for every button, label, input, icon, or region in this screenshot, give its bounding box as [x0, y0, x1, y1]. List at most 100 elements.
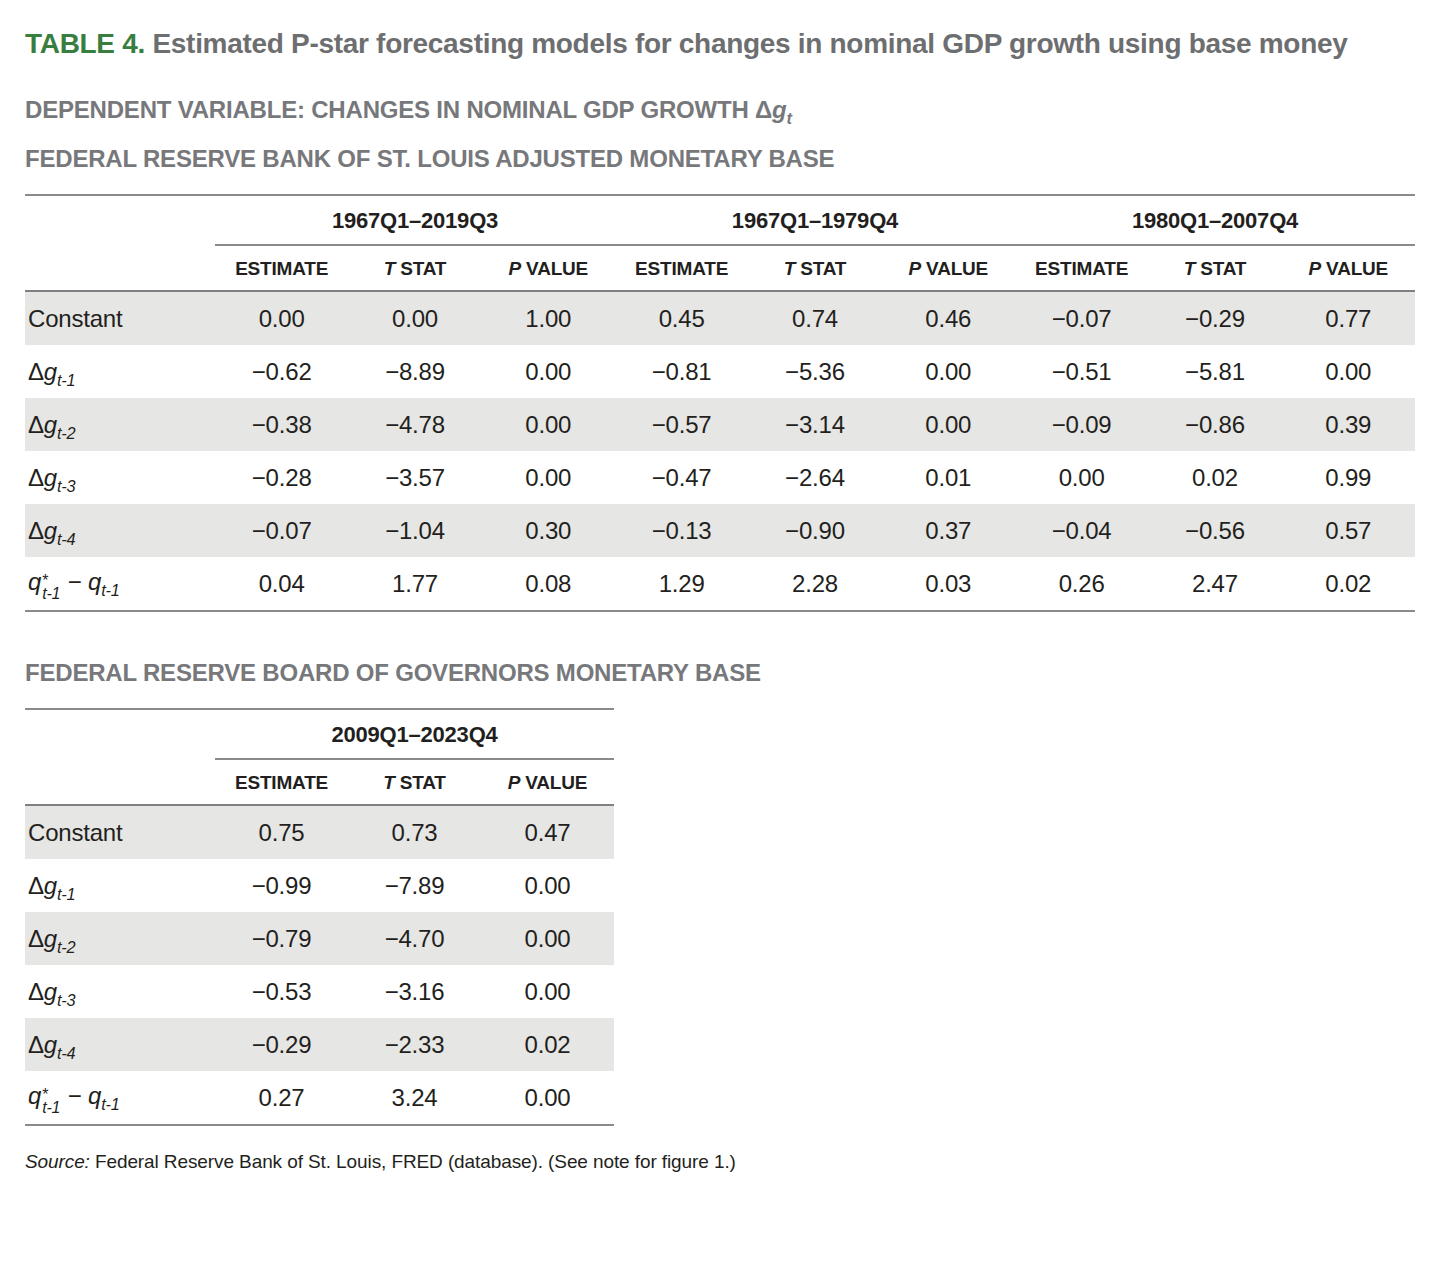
value-cell: 0.57: [1282, 504, 1415, 557]
column-header: T STAT: [348, 759, 481, 805]
period-label: 1967Q1–2019Q3: [215, 195, 615, 245]
value-cell: −0.04: [1015, 504, 1148, 557]
value-cell: −3.14: [748, 398, 881, 451]
value-cell: 0.00: [348, 291, 481, 345]
dependent-variable-text: DEPENDENT VARIABLE: CHANGES IN NOMINAL G…: [25, 96, 755, 123]
value-cell: 0.00: [882, 345, 1015, 398]
value-cell: −0.57: [615, 398, 748, 451]
value-cell: −8.89: [348, 345, 481, 398]
table-row: Δgt-3−0.28−3.570.00−0.47−2.640.010.000.0…: [25, 451, 1415, 504]
column-header: P VALUE: [482, 245, 615, 291]
value-cell: 0.99: [1282, 451, 1415, 504]
value-cell: 0.00: [1015, 451, 1148, 504]
value-cell: −0.29: [215, 1018, 348, 1071]
value-cell: 0.00: [882, 398, 1015, 451]
delta-g-subscript-t: Δgt: [755, 96, 792, 123]
value-cell: 2.28: [748, 557, 881, 611]
value-cell: 0.00: [1282, 345, 1415, 398]
row-label: Constant: [25, 291, 215, 345]
value-cell: 0.02: [1148, 451, 1281, 504]
value-cell: 0.46: [882, 291, 1015, 345]
document-page: TABLE 4. Estimated P-star forecasting mo…: [0, 0, 1440, 1174]
row-label: Δgt-3: [25, 451, 215, 504]
table-row: Δgt-4−0.29−2.330.02: [25, 1018, 614, 1071]
period-label: 1980Q1–2007Q4: [1015, 195, 1415, 245]
table-row: Δgt-2−0.38−4.780.00−0.57−3.140.00−0.09−0…: [25, 398, 1415, 451]
table-title-text: Estimated P-star forecasting models for …: [152, 28, 1347, 59]
value-cell: 0.45: [615, 291, 748, 345]
value-cell: −0.62: [215, 345, 348, 398]
value-cell: −0.13: [615, 504, 748, 557]
stlouis-base-heading: FEDERAL RESERVE BANK OF ST. LOUIS ADJUST…: [25, 145, 1415, 173]
value-cell: 0.00: [481, 1071, 614, 1125]
column-header: ESTIMATE: [615, 245, 748, 291]
table-number-label: TABLE 4.: [25, 28, 145, 59]
value-cell: 0.75: [215, 805, 348, 859]
value-cell: 1.00: [482, 291, 615, 345]
value-cell: 0.00: [482, 345, 615, 398]
value-cell: −4.78: [348, 398, 481, 451]
value-cell: 0.00: [481, 965, 614, 1018]
sup-sub-stack: *t-1: [42, 574, 60, 600]
table-row: Δgt-3−0.53−3.160.00: [25, 965, 614, 1018]
column-header: T STAT: [748, 245, 881, 291]
value-cell: −4.70: [348, 912, 481, 965]
row-label: Δgt-1: [25, 345, 215, 398]
row-label: q*t-1 − qt-1: [25, 557, 215, 611]
value-cell: −0.56: [1148, 504, 1281, 557]
period-header-row: 2009Q1–2023Q4: [25, 709, 614, 759]
value-cell: 1.77: [348, 557, 481, 611]
value-cell: 0.02: [481, 1018, 614, 1071]
value-cell: 0.47: [481, 805, 614, 859]
value-cell: 0.00: [482, 398, 615, 451]
value-cell: 0.77: [1282, 291, 1415, 345]
column-header: P VALUE: [882, 245, 1015, 291]
table-row: q*t-1 − qt-10.041.770.081.292.280.030.26…: [25, 557, 1415, 611]
table-row: Δgt-1−0.62−8.890.00−0.81−5.360.00−0.51−5…: [25, 345, 1415, 398]
value-cell: −0.51: [1015, 345, 1148, 398]
value-cell: −0.79: [215, 912, 348, 965]
table-row: q*t-1 − qt-10.273.240.00: [25, 1071, 614, 1125]
row-label: q*t-1 − qt-1: [25, 1071, 215, 1125]
value-cell: −0.81: [615, 345, 748, 398]
row-label: Δgt-1: [25, 859, 215, 912]
source-label: Source:: [25, 1151, 90, 1172]
value-cell: 0.26: [1015, 557, 1148, 611]
value-cell: −3.16: [348, 965, 481, 1018]
column-header: ESTIMATE: [1015, 245, 1148, 291]
table-row: Constant0.750.730.47: [25, 805, 614, 859]
value-cell: 0.30: [482, 504, 615, 557]
value-cell: 0.39: [1282, 398, 1415, 451]
value-cell: 0.00: [482, 451, 615, 504]
stlouis-estimates-table: 1967Q1–2019Q31967Q1–1979Q41980Q1–2007Q4E…: [25, 194, 1415, 612]
row-label: Δgt-4: [25, 504, 215, 557]
value-cell: −0.86: [1148, 398, 1281, 451]
table-row: Δgt-2−0.79−4.700.00: [25, 912, 614, 965]
row-label: Δgt-2: [25, 398, 215, 451]
period-header-row: 1967Q1–2019Q31967Q1–1979Q41980Q1–2007Q4: [25, 195, 1415, 245]
period-label: 2009Q1–2023Q4: [215, 709, 614, 759]
value-cell: −0.29: [1148, 291, 1281, 345]
value-cell: −0.09: [1015, 398, 1148, 451]
value-cell: −1.04: [348, 504, 481, 557]
value-cell: −3.57: [348, 451, 481, 504]
row-label: Δgt-3: [25, 965, 215, 1018]
empty-corner-cell: [25, 709, 215, 759]
period-label: 1967Q1–1979Q4: [615, 195, 1015, 245]
value-cell: −0.53: [215, 965, 348, 1018]
table-row: Constant0.000.001.000.450.740.46−0.07−0.…: [25, 291, 1415, 345]
governors-base-heading: FEDERAL RESERVE BOARD OF GOVERNORS MONET…: [25, 659, 1415, 687]
empty-corner-cell: [25, 245, 215, 291]
column-header: ESTIMATE: [215, 759, 348, 805]
value-cell: −0.99: [215, 859, 348, 912]
value-cell: −2.33: [348, 1018, 481, 1071]
column-header: P VALUE: [1282, 245, 1415, 291]
value-cell: 3.24: [348, 1071, 481, 1125]
row-label: Constant: [25, 805, 215, 859]
value-cell: 0.01: [882, 451, 1015, 504]
value-cell: 0.27: [215, 1071, 348, 1125]
column-header: T STAT: [348, 245, 481, 291]
empty-corner-cell: [25, 759, 215, 805]
dependent-variable-heading: DEPENDENT VARIABLE: CHANGES IN NOMINAL G…: [25, 96, 1415, 124]
value-cell: 0.04: [215, 557, 348, 611]
